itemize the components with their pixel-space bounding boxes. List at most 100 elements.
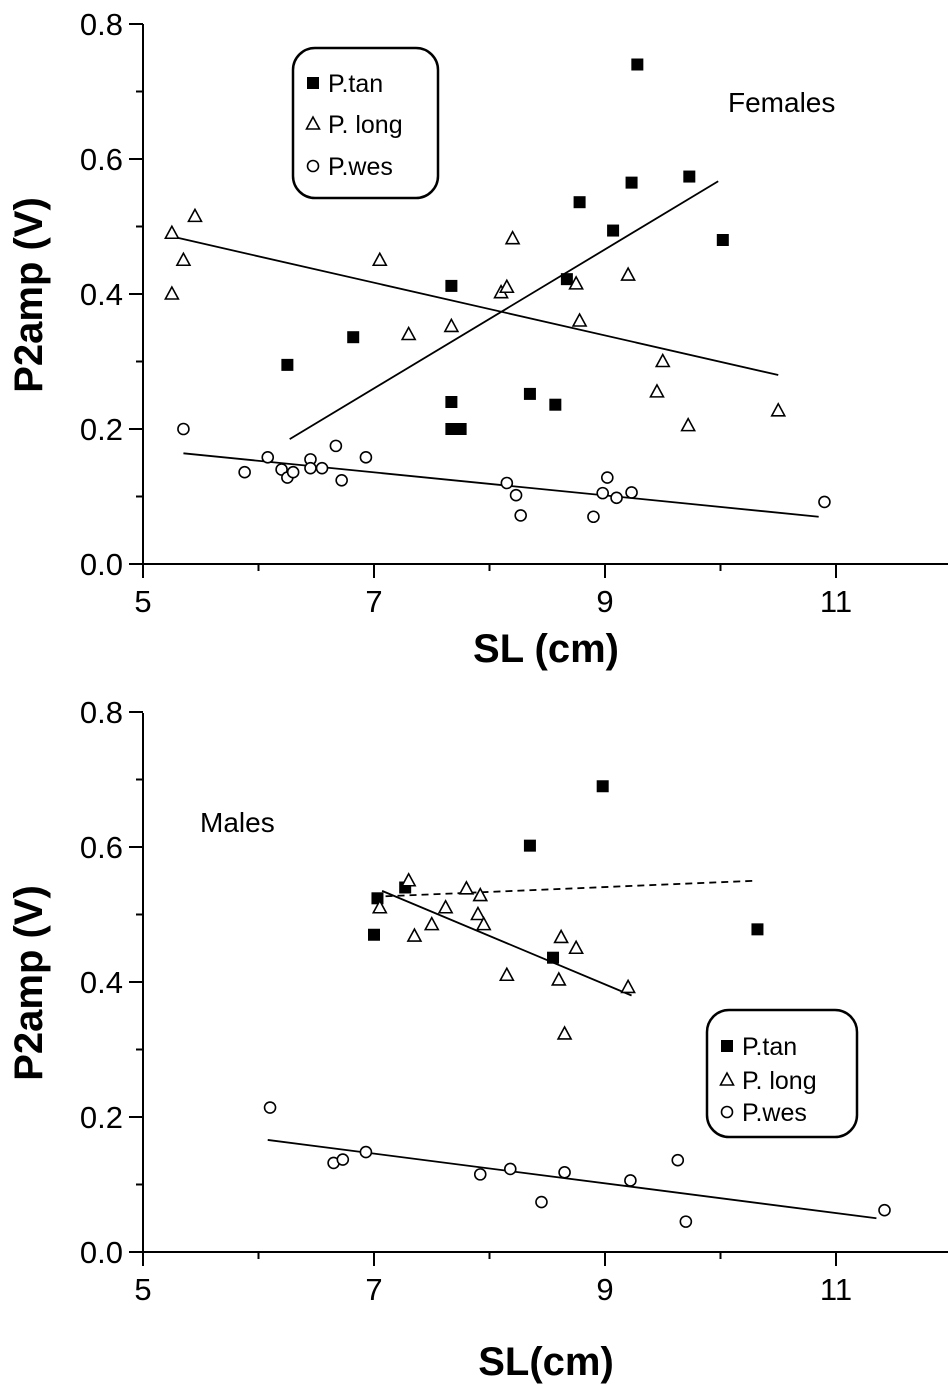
females-ptan-point: [347, 331, 360, 344]
females-plong-point: [504, 229, 521, 245]
males-pwes-point: [503, 1162, 517, 1176]
females-axes: 0.0 0.2 0.4 0.6 0.8 5 7 9 11: [80, 7, 948, 619]
females-plong-point: [620, 266, 636, 281]
females-ptan-point: [625, 176, 638, 189]
males-ptan-point: [371, 892, 384, 905]
males-plong-point: [423, 915, 440, 931]
males-legend-ptan-marker: [721, 1040, 733, 1052]
males-plong-point: [568, 939, 584, 955]
females-ptan-point: [573, 196, 586, 209]
females-annotation: Females: [728, 87, 835, 118]
males-data-marks: [263, 780, 891, 1228]
females-plong-point: [680, 416, 697, 432]
females-pwes-point: [286, 465, 300, 479]
males-plong-point: [550, 971, 567, 986]
males-ptan-point: [523, 839, 536, 852]
males-panel: 0.0 0.2 0.4 0.6 0.8 5 7 9 11 SL(cm) P2amp (V) Ma…: [7, 695, 948, 1384]
females-pwes-point: [610, 491, 623, 505]
females-pwes-point: [304, 461, 317, 475]
females-legend-pwes-label: P.wes: [328, 153, 393, 181]
females-legend-box: [291, 46, 440, 200]
females-legend-plong-label: P. long: [328, 111, 403, 139]
females-ptan-trend-line: [289, 180, 719, 440]
females-x-axis-title: SL (cm): [473, 627, 619, 671]
males-plong-point: [620, 978, 636, 994]
males-pwes-point: [624, 1174, 637, 1187]
females-pwes-point: [509, 488, 523, 502]
males-plong-point: [498, 966, 515, 982]
females-plong-point: [175, 251, 192, 267]
males-legend-pwes-marker: [720, 1105, 734, 1119]
females-pwes-point: [587, 510, 600, 524]
males-plong-point: [553, 928, 569, 944]
females-pwes-point: [500, 476, 514, 490]
females-ptan-point: [683, 170, 696, 183]
males-plong-point: [458, 880, 475, 895]
females-ptan-point: [631, 58, 644, 71]
males-pwes-point: [263, 1101, 277, 1114]
males-x-axis-title: SL(cm): [478, 1340, 614, 1384]
females-ptan-point: [560, 273, 573, 286]
females-plong-point: [400, 325, 417, 341]
females-plong-point: [164, 285, 180, 300]
females-x-tick-label: 7: [365, 584, 382, 619]
females-pwes-point: [329, 439, 343, 453]
males-legend-box: [705, 1008, 859, 1139]
females-plong-point: [443, 317, 460, 333]
males-plong-point: [371, 899, 388, 914]
females-pwes-point: [335, 473, 348, 487]
females-ptan-point: [716, 234, 729, 246]
females-plong-point: [498, 278, 515, 294]
females-y-tick-label: 0.0: [80, 547, 123, 582]
females-plong-point: [568, 275, 584, 290]
females-ptan-point: [281, 358, 294, 371]
females-data-marks: [164, 58, 831, 524]
females-panel: 0.0 0.2 0.4 0.6 0.8 5 7 9 11 SL (cm) P2amp (V) F…: [7, 7, 948, 671]
females-x-tick-label: 5: [134, 584, 151, 619]
males-ptan-point: [368, 928, 380, 941]
females-plong-point: [649, 383, 665, 398]
females-y-axis-title: P2amp (V): [7, 197, 51, 393]
females-pwes-point: [177, 422, 190, 436]
males-pwes-point: [336, 1153, 350, 1166]
females-x-tick-label: 9: [596, 584, 613, 619]
females-y-tick-label: 0.8: [80, 7, 123, 42]
females-ptan-point: [454, 423, 467, 435]
males-plong-point: [470, 905, 486, 921]
females-pwes-point: [238, 465, 251, 479]
females-pwes-point: [315, 461, 329, 475]
males-ptan-point: [596, 780, 609, 793]
males-x-tick-label: 11: [820, 1272, 852, 1307]
females-ptan-point: [549, 398, 562, 411]
males-y-tick-label: 0.6: [80, 830, 123, 865]
males-legend-plong-marker: [719, 1071, 735, 1086]
males-y-tick-label: 0.0: [80, 1235, 123, 1270]
males-plong-point: [437, 899, 454, 914]
females-legend: P.tan P. long P.wes: [291, 46, 440, 200]
males-legend-plong-label: P. long: [742, 1067, 817, 1095]
males-pwes-point: [671, 1153, 685, 1167]
males-pwes-point: [473, 1168, 487, 1181]
males-y-axis-title: P2amp (V): [7, 885, 51, 1081]
females-plong-point: [187, 207, 203, 223]
males-y-tick-label: 0.8: [80, 695, 123, 730]
females-y-tick-label: 0.6: [80, 142, 123, 177]
females-pwes-point: [596, 486, 609, 500]
males-legend: P.tan P. long P.wes: [705, 1008, 859, 1139]
females-legend-pwes-marker: [306, 159, 320, 173]
males-x-tick-label: 5: [134, 1272, 151, 1307]
males-pwes-point: [679, 1215, 693, 1228]
females-pwes-point: [625, 486, 638, 499]
females-pwes-point: [818, 495, 831, 509]
females-legend-ptan-marker: [307, 77, 319, 89]
males-plong-point: [406, 927, 423, 942]
males-legend-ptan-label: P.tan: [742, 1033, 797, 1061]
males-plong-point: [472, 886, 489, 902]
males-plong-trend-line: [381, 890, 632, 997]
males-annotation: Males: [200, 807, 275, 838]
males-ptan-trend-line: [385, 879, 756, 898]
females-ptan-point: [523, 387, 536, 400]
females-legend-plong-marker: [305, 115, 321, 130]
males-legend-pwes-label: P.wes: [742, 1099, 807, 1127]
females-pwes-point: [601, 471, 614, 484]
